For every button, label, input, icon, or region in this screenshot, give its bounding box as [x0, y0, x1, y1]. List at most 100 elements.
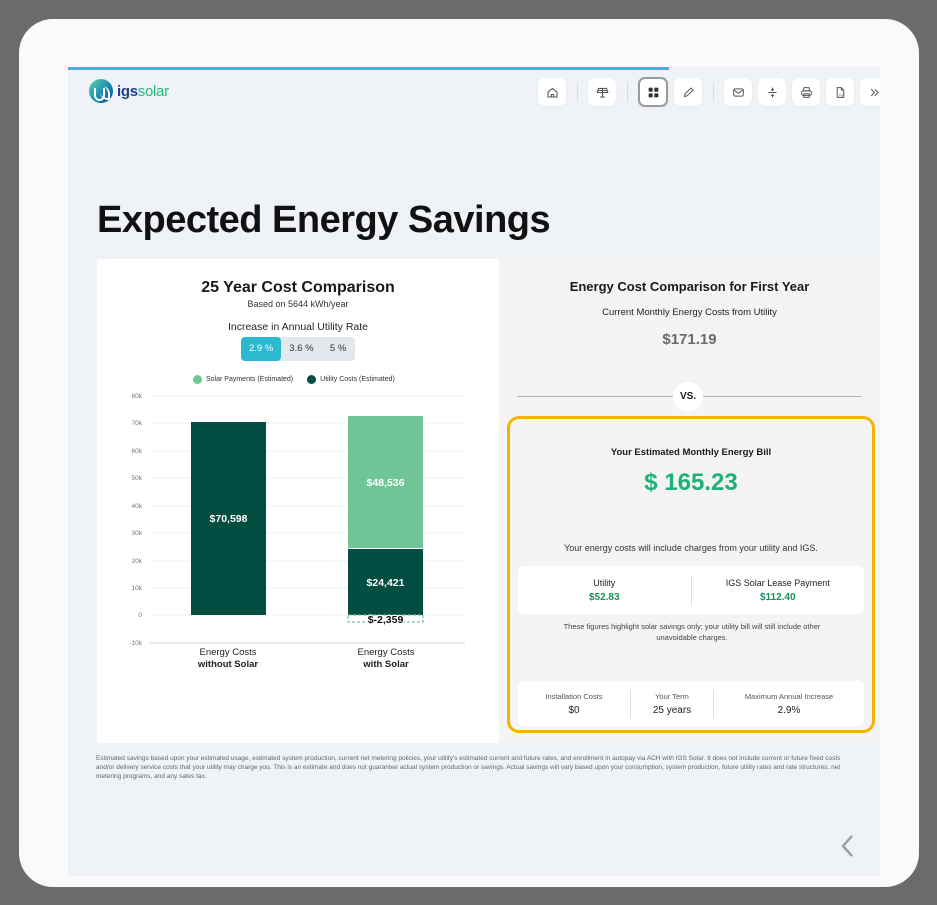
chart-subtitle: Based on 5644 kWh/year [247, 299, 349, 309]
estimated-bill-amount: $ 165.23 [644, 469, 738, 496]
bar-without-solar-label: $70,598 [210, 513, 248, 525]
rate-toggle: 2.9 % 3.6 % 5 % [241, 337, 355, 361]
cost-comparison-card: 25 Year Cost Comparison Based on 5644 kW… [97, 259, 499, 743]
chevron-left-icon[interactable] [838, 832, 858, 860]
footnote-disclaimer: Estimated savings based upon your estima… [96, 755, 841, 780]
progress-bar [68, 67, 669, 70]
home-icon [547, 87, 557, 97]
toolbar-divider [713, 82, 714, 102]
svg-text:PDF: PDF [838, 93, 844, 97]
tablet-frame: igssolar [19, 19, 919, 887]
current-cost-label: Current Monthly Energy Costs from Utilit… [602, 307, 777, 318]
utility-value: $52.83 [588, 591, 620, 603]
igs-solar-logo: igssolar [89, 79, 169, 103]
toolbar-divider [577, 82, 578, 102]
chart-legend: Solar Payments (Estimated) Utility Costs… [193, 375, 395, 384]
vs-badge: VS. [673, 382, 703, 412]
email-button[interactable] [724, 78, 752, 106]
slide-navigation [838, 832, 880, 860]
utility-split: Utility $52.83 [518, 578, 691, 603]
svg-text:20k: 20k [132, 558, 143, 565]
rate-option-2-9[interactable]: 2.9 % [241, 337, 282, 361]
stat-divider [713, 689, 714, 718]
pdf-icon: PDF [836, 86, 844, 98]
current-cost-value: $171.19 [662, 331, 717, 348]
legend-utility-costs: Utility Costs (Estimated) [307, 375, 395, 384]
solar-panel-button[interactable] [588, 78, 616, 106]
bar-credit-label: $-2,359 [368, 614, 404, 626]
rate-option-5[interactable]: 5 % [329, 343, 347, 354]
stat-divider [630, 689, 631, 718]
pdf-button[interactable]: PDF [826, 78, 854, 106]
forward-button[interactable] [860, 78, 880, 106]
legend-utility-dot-icon [307, 375, 317, 384]
page-title: Expected Energy Savings [97, 199, 551, 241]
svg-text:80k: 80k [132, 393, 143, 400]
svg-text:30k: 30k [132, 530, 143, 537]
chart-title: 25 Year Cost Comparison [201, 279, 395, 296]
split-divider [690, 575, 692, 605]
divide-icon [767, 87, 777, 97]
bar-without-solar[interactable] [191, 422, 266, 615]
home-button[interactable] [538, 78, 566, 106]
y-axis: 80k 70k 60k 50k 40k 30k 20k 10k 0 -10k [129, 393, 142, 647]
svg-text:40k: 40k [132, 503, 143, 510]
grid-view-button[interactable] [638, 77, 668, 107]
stat-label: Maximum Annual Increase [744, 691, 834, 701]
lease-payment-split: IGS Solar Lease Payment $112.40 [692, 578, 865, 603]
toolbar: PDF [538, 77, 880, 107]
logo-wordmark: igssolar [117, 83, 169, 100]
legend-solar-label: Solar Payments (Estimated) [206, 376, 294, 383]
rate-label: Increase in Annual Utility Rate [227, 321, 369, 333]
cost-bar-chart: 80k 70k 60k 50k 40k 30k 20k 10k 0 -10k [129, 393, 465, 647]
savings-disclaimer: These figures highlight solar savings on… [563, 622, 821, 642]
solar-panel-icon [596, 87, 608, 97]
bar-with-solar-utility-costs[interactable] [348, 549, 423, 615]
double-chevron-right-icon [870, 88, 879, 96]
lease-payment-value: $112.40 [759, 591, 796, 603]
svg-text:10k: 10k [132, 585, 143, 592]
stat-value: 25 years [652, 704, 692, 716]
term-stat: Your Term 25 years [631, 692, 713, 716]
utility-label: Utility [593, 577, 616, 588]
x-label-line2: with Solar [363, 659, 409, 670]
legend-solar-payments: Solar Payments (Estimated) [193, 375, 293, 384]
leaf-logo-icon [89, 79, 113, 103]
lease-payment-label: IGS Solar Lease Payment [725, 577, 830, 588]
edit-button[interactable] [674, 78, 702, 106]
estimated-bill-panel: Your Estimated Monthly Energy Bill $ 165… [507, 416, 875, 733]
svg-text:50k: 50k [132, 475, 143, 482]
app-screen: igssolar [68, 67, 880, 876]
stat-value: $0 [568, 704, 580, 716]
logo-igs-text: igs [117, 82, 138, 100]
max-annual-increase-stat: Maximum Annual Increase 2.9% [714, 692, 864, 716]
svg-text:60k: 60k [132, 448, 143, 455]
x-label-line1: Energy Costs [199, 647, 257, 658]
installation-costs-stat: Installation Costs $0 [518, 692, 630, 716]
divide-button[interactable] [758, 78, 786, 106]
bar-with-solar-solar-payments[interactable] [348, 416, 423, 548]
x-label-line1: Energy Costs [357, 647, 415, 658]
svg-text:70k: 70k [132, 420, 143, 427]
stat-label: Installation Costs [545, 691, 603, 701]
lease-stats-box: Installation Costs $0 Your Term 25 years… [518, 681, 864, 726]
bar-solar-payments-label: $48,536 [367, 477, 405, 489]
pencil-icon [683, 86, 694, 97]
print-button[interactable] [792, 78, 820, 106]
estimated-bill-label: Your Estimated Monthly Energy Bill [610, 447, 772, 458]
legend-solar-dot-icon [193, 375, 202, 384]
chevron-right-icon[interactable] [876, 832, 880, 860]
bar-utility-costs-label: $24,421 [367, 577, 405, 589]
first-year-title: Energy Cost Comparison for First Year [569, 279, 810, 294]
toolbar-divider [627, 82, 628, 102]
envelope-icon [732, 87, 744, 97]
svg-text:-10k: -10k [129, 640, 142, 647]
x-label-without-solar: Energy Costs without Solar [173, 647, 283, 671]
charges-note: Your energy costs will include charges f… [564, 543, 818, 553]
grid-icon [648, 87, 658, 97]
bill-split-box: Utility $52.83 IGS Solar Lease Payment $… [518, 566, 864, 614]
rate-option-3-6[interactable]: 3.6 % [289, 343, 314, 354]
bar-with-solar-credit[interactable] [347, 614, 424, 623]
x-label-line2: without Solar [197, 659, 259, 670]
printer-icon [800, 86, 812, 98]
